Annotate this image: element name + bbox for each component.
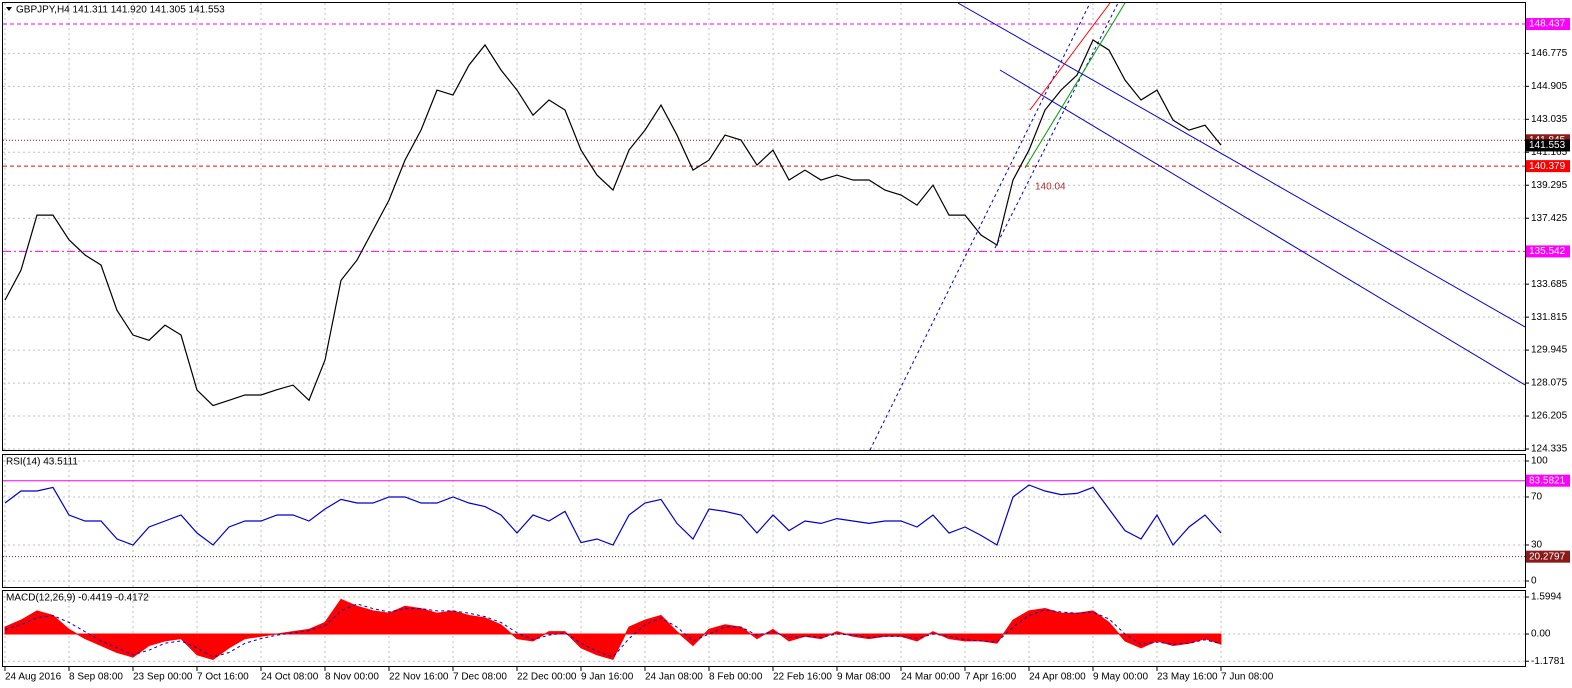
rsi-panel (2, 454, 1526, 588)
level-label-box (1526, 550, 1570, 563)
level-label-box (1526, 160, 1570, 173)
level-label-box (1526, 474, 1570, 487)
y-tick-label: 128.075 (1531, 378, 1568, 389)
y-tick-label: 100 (1531, 456, 1548, 467)
level-label: 20.2797 (1529, 551, 1566, 562)
x-tick-label: 8 Sep 08:00 (69, 672, 123, 683)
level-label: 140.379 (1529, 161, 1566, 172)
price-line (4, 484, 1222, 547)
x-tick-label: 7 Oct 16:00 (197, 672, 249, 683)
y-tick-label: -1.1781 (1531, 656, 1565, 667)
last-price-box (1526, 139, 1570, 152)
y-tick-label: 129.945 (1531, 345, 1568, 356)
x-tick-label: 22 Nov 16:00 (389, 672, 449, 683)
y-tick-label: 141.165 (1531, 147, 1568, 158)
x-tick-label: 7 Jun 08:00 (1221, 672, 1274, 683)
level-label: 83.5821 (1529, 475, 1566, 486)
x-tick-label: 24 Apr 08:00 (1029, 672, 1086, 683)
x-tick-label: 9 Jan 16:00 (581, 672, 634, 683)
x-tick-label: 8 Feb 00:00 (709, 672, 763, 683)
x-tick-label: 9 May 00:00 (1093, 672, 1148, 683)
x-tick-label: 24 Jan 08:00 (645, 672, 703, 683)
level-label-box (1526, 18, 1570, 31)
y-tick-label: 126.205 (1531, 411, 1568, 422)
y-tick-label: 30 (1531, 540, 1543, 551)
y-tick-label: 143.035 (1531, 114, 1568, 125)
x-tick-label: 23 Sep 00:00 (133, 672, 193, 683)
histogram-area (4, 598, 1222, 661)
y-tick-label: 1.5994 (1531, 592, 1562, 603)
y-tick-label: 144.905 (1531, 81, 1568, 92)
trend-line (869, 2, 1091, 451)
x-tick-label: 9 Mar 08:00 (837, 672, 891, 683)
x-tick-label: 24 Mar 00:00 (901, 672, 960, 683)
y-tick-label: 139.295 (1531, 180, 1568, 191)
drawings (869, 2, 1526, 451)
level-label: 148.437 (1529, 19, 1566, 30)
y-tick-label: 146.775 (1531, 48, 1568, 59)
y-tick-label: 124.335 (1531, 444, 1568, 455)
menu-arrow[interactable] (6, 7, 12, 11)
price-header: GBPJPY,H4 141.311 141.920 141.305 141.55… (16, 5, 225, 16)
macd-header: MACD(12,26,9) -0.4419 -0.4172 (6, 593, 149, 604)
trend-line (1024, 2, 1126, 169)
y-tick-label: 0.00 (1531, 629, 1551, 640)
x-tick-label: 7 Dec 08:00 (453, 672, 507, 683)
level-label-box (1526, 245, 1570, 258)
channel-line (999, 69, 1526, 386)
y-tick-label: 137.425 (1531, 213, 1568, 224)
level-label: 135.542 (1529, 246, 1566, 257)
trend-line (1029, 2, 1111, 111)
annotation: 140.04 (1035, 182, 1066, 193)
x-tick-label: 24 Aug 2016 (5, 672, 62, 683)
price-panel (2, 2, 1526, 451)
y-tick-label: 70 (1531, 492, 1543, 503)
x-tick-label: 22 Feb 16:00 (773, 672, 832, 683)
last-price-label: 141.553 (1529, 140, 1566, 151)
y-tick-label: 0 (1531, 576, 1537, 587)
x-tick-label: 22 Dec 00:00 (517, 672, 577, 683)
x-tick-label: 7 Apr 16:00 (965, 672, 1017, 683)
channel-line (957, 2, 1526, 328)
y-tick-label: 133.685 (1531, 279, 1568, 290)
price-line (4, 39, 1222, 407)
x-tick-label: 24 Oct 08:00 (261, 672, 319, 683)
macd-panel (2, 590, 1526, 667)
trend-line (994, 2, 1119, 249)
x-tick-label: 23 May 16:00 (1157, 672, 1218, 683)
y-tick-label: 131.815 (1531, 312, 1568, 323)
plot-layer: 24 Aug 2016 8 Sep 08:00 23 Sep 00:00 7 Oct … (3, 3, 1570, 683)
x-tick-label: 8 Nov 00:00 (325, 672, 379, 683)
rsi-header: RSI(14) 43.5111 (6, 457, 78, 468)
